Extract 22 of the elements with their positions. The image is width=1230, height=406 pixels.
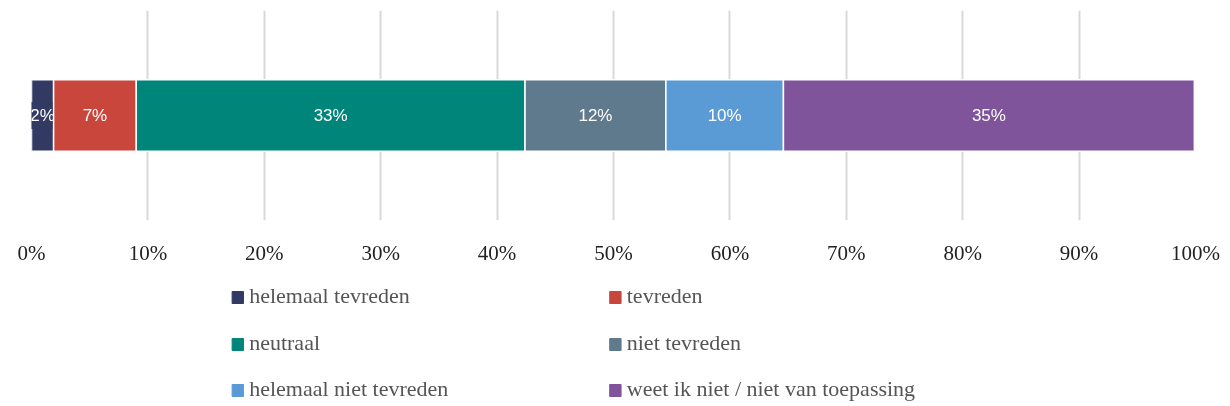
data-label: 33% bbox=[313, 106, 348, 125]
legend-label: niet tevreden bbox=[626, 330, 741, 355]
x-tick-label: 50% bbox=[594, 240, 633, 265]
data-label: 35% bbox=[971, 106, 1006, 125]
x-tick-label: 20% bbox=[245, 240, 284, 265]
legend-label: helemaal tevreden bbox=[249, 283, 410, 308]
legend-label: helemaal niet tevreden bbox=[249, 376, 449, 401]
x-tick-label: 30% bbox=[361, 240, 400, 265]
data-label: 7% bbox=[82, 106, 108, 125]
x-tick-label: 40% bbox=[477, 240, 517, 265]
legend-label: neutraal bbox=[249, 330, 321, 355]
x-tick-label: 100% bbox=[1171, 240, 1220, 265]
data-label: 10% bbox=[707, 106, 742, 125]
x-tick-label: 60% bbox=[710, 240, 750, 265]
legend-label: weet ik niet / niet van toepassing bbox=[626, 376, 916, 401]
x-tick-label: 70% bbox=[827, 240, 866, 265]
legend-label: tevreden bbox=[626, 283, 703, 308]
data-label: 12% bbox=[578, 106, 613, 125]
x-tick-label: 10% bbox=[128, 240, 168, 265]
x-tick-label: 90% bbox=[1059, 240, 1099, 265]
x-tick-label: 80% bbox=[943, 240, 982, 265]
x-tick-label: 0% bbox=[17, 240, 46, 265]
